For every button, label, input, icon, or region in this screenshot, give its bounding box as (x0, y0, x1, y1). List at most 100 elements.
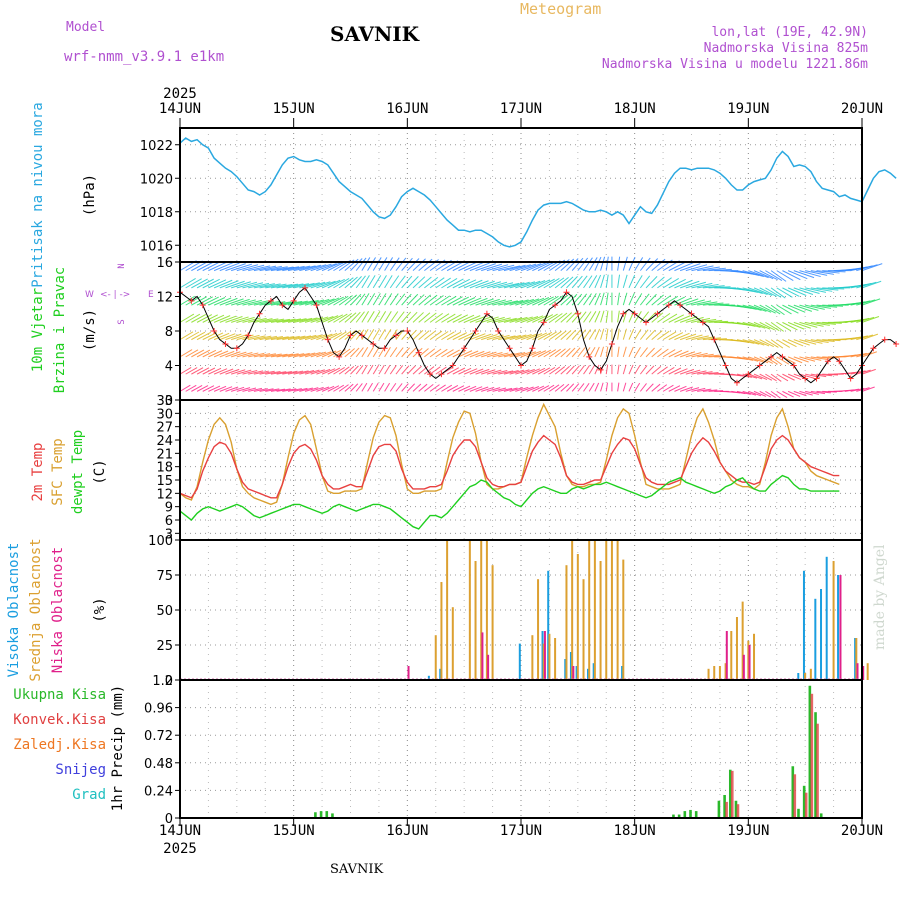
wind-barb (679, 298, 699, 306)
wind-barb (265, 388, 280, 392)
wind-barb (287, 283, 310, 289)
model-label: Model (66, 20, 106, 35)
wind-barb (270, 371, 287, 375)
wind-barb (753, 270, 774, 280)
wind-barb (617, 274, 621, 288)
wind-barb (350, 276, 362, 289)
wind-barb (213, 332, 230, 341)
wind-barb (293, 352, 310, 358)
cloud-bar (718, 666, 721, 680)
cloud-bar (820, 589, 823, 680)
wind-barb (185, 367, 198, 375)
wind-barb (566, 365, 575, 375)
wind-barb (657, 384, 668, 392)
wind-barb (310, 386, 324, 392)
wind-barb (856, 281, 877, 289)
wind-barb (265, 336, 283, 341)
wind-barb (248, 387, 263, 392)
wind-barb (816, 390, 831, 394)
wind-barb (532, 332, 548, 341)
wind-barb (481, 263, 503, 272)
wind-barb (179, 295, 196, 306)
wind-gust-marker (495, 328, 502, 334)
wind-barb (475, 333, 492, 341)
wind-barb (185, 349, 199, 358)
wind-barb (645, 365, 655, 375)
wind-barb (463, 350, 479, 358)
wind-barb (287, 335, 306, 341)
wind-barb (259, 300, 280, 306)
wind-barb (372, 275, 382, 289)
wind-barb (242, 264, 265, 272)
wind-barb (355, 293, 366, 306)
wind-barb (600, 382, 604, 392)
cloud-bar (571, 540, 574, 680)
xtick-label-top: 19JUN (727, 101, 769, 117)
wind-barb (435, 313, 450, 323)
wind-barb (424, 312, 437, 323)
wind-barb (412, 365, 422, 375)
wind-barb (617, 382, 620, 392)
wind-barb (236, 281, 258, 289)
wind-barb (236, 316, 255, 323)
wind-barb (776, 339, 791, 348)
wind-barb (361, 275, 370, 289)
wind-barb (492, 387, 507, 392)
ytick-label-pressure: 1020 (140, 172, 173, 187)
wind-gust-marker (608, 340, 615, 347)
wind-barb (793, 270, 815, 279)
wind-barb (185, 331, 200, 341)
wind-barb (498, 300, 518, 306)
wind-barb (213, 297, 232, 306)
wind-barb (463, 368, 478, 375)
wind-barb (333, 384, 345, 392)
wind-barb (231, 298, 250, 306)
wind-barb (265, 370, 281, 375)
cloud-bar (427, 675, 430, 680)
wind-barb (231, 263, 253, 272)
cloud-bar (480, 540, 483, 680)
wind-barb (458, 261, 478, 272)
wind-barb (594, 292, 601, 306)
wind-barb (338, 295, 353, 306)
wind-barb (208, 279, 227, 289)
wind-barb (549, 295, 564, 306)
wind-barb (498, 352, 515, 358)
wind-barb (372, 311, 381, 323)
wind-barb (799, 304, 819, 311)
wind-barb (384, 293, 393, 306)
wind-barb (469, 280, 489, 289)
wind-barb (231, 316, 249, 323)
wind-barb (441, 278, 458, 289)
precip-bar (816, 723, 819, 818)
wind-barb (321, 262, 342, 272)
wind-barb (856, 352, 872, 358)
wind-barb (231, 386, 245, 392)
wind-barb (492, 282, 514, 289)
xtick-label-top: 14JUN (159, 101, 201, 117)
wind-barb (742, 270, 764, 278)
cloud-bar (487, 654, 490, 680)
wind-barb (475, 351, 491, 358)
wind-barb (628, 292, 635, 306)
wind-barb (787, 356, 803, 364)
wind-barb (657, 277, 672, 289)
wind-barb (412, 383, 422, 392)
wind-barb (270, 266, 294, 272)
ytick-label-pressure: 1018 (140, 206, 173, 221)
wind-barb (293, 317, 313, 323)
wind-barb (310, 316, 329, 323)
wind-barb (389, 311, 399, 323)
wind-barb (759, 339, 775, 348)
wind-barb (526, 280, 546, 289)
wind-barb (469, 368, 484, 375)
wind-barb (537, 331, 553, 341)
wind-gust-marker (245, 332, 252, 339)
wind-barb (674, 262, 694, 272)
wind-barb (225, 351, 241, 358)
cloud-bar (587, 668, 589, 680)
wind-barb (770, 304, 785, 316)
mid-cloud-axis-label: Srednja Oblacnost (28, 538, 44, 681)
wind-barb (560, 365, 570, 375)
wind-barb (179, 331, 194, 341)
